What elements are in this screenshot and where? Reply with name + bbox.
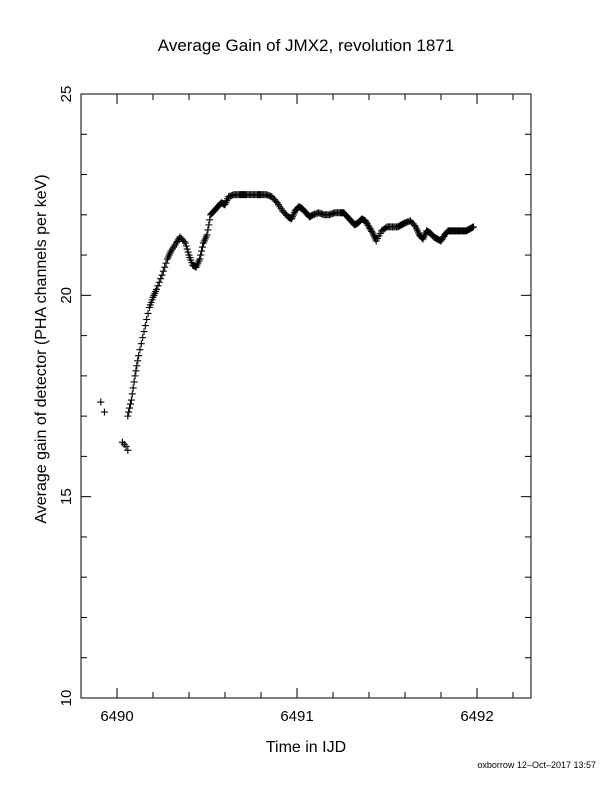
data-point bbox=[198, 247, 206, 255]
data-point bbox=[159, 267, 167, 275]
data-point bbox=[124, 412, 132, 420]
data-point bbox=[157, 275, 165, 283]
y-tick-label: 15 bbox=[58, 488, 75, 505]
data-point bbox=[204, 226, 212, 234]
data-points bbox=[97, 191, 477, 454]
data-point bbox=[180, 237, 188, 245]
data-point bbox=[203, 231, 211, 239]
data-point bbox=[130, 378, 138, 386]
data-point bbox=[206, 216, 214, 224]
data-point bbox=[469, 223, 477, 231]
data-point bbox=[182, 242, 190, 250]
data-point bbox=[184, 248, 192, 256]
data-point bbox=[143, 315, 151, 323]
data-point bbox=[133, 362, 141, 370]
data-point bbox=[161, 263, 169, 271]
data-point bbox=[135, 352, 143, 360]
data-point bbox=[155, 278, 163, 286]
plot-frame bbox=[80, 93, 532, 699]
data-point bbox=[197, 251, 205, 259]
data-point bbox=[154, 282, 162, 290]
x-tick-label: 6490 bbox=[100, 708, 133, 725]
data-point bbox=[100, 408, 108, 416]
tick-labels: 6490 6491 6492 10 15 20 25 bbox=[58, 86, 494, 725]
data-point bbox=[205, 221, 213, 229]
data-point bbox=[139, 334, 147, 342]
data-point bbox=[124, 446, 132, 454]
data-point bbox=[127, 396, 135, 404]
data-point bbox=[141, 322, 149, 330]
data-point bbox=[196, 255, 204, 263]
data-point bbox=[127, 400, 134, 408]
data-point bbox=[410, 221, 418, 229]
data-point bbox=[153, 285, 161, 293]
data-point bbox=[137, 340, 145, 348]
x-tick-label: 6491 bbox=[280, 708, 313, 725]
data-point bbox=[97, 398, 105, 406]
data-point bbox=[181, 239, 189, 247]
data-point bbox=[158, 271, 166, 279]
x-tick-label: 6492 bbox=[460, 708, 493, 725]
data-point bbox=[131, 372, 139, 380]
data-point bbox=[132, 367, 140, 375]
data-point bbox=[368, 227, 376, 235]
y-tick-label: 20 bbox=[58, 287, 75, 304]
data-point bbox=[199, 243, 206, 251]
axis-ticks bbox=[80, 93, 531, 699]
data-point bbox=[128, 390, 136, 398]
chart-title: Average Gain of JMX2, revolution 1871 bbox=[157, 36, 455, 55]
data-point bbox=[140, 328, 148, 336]
y-tick-label: 10 bbox=[58, 690, 75, 707]
data-point bbox=[136, 346, 144, 354]
data-point bbox=[134, 357, 142, 365]
footer-stamp: oxborrow 12–Oct–2017 13:57 bbox=[477, 760, 596, 770]
data-point bbox=[122, 442, 130, 450]
data-point bbox=[272, 197, 280, 205]
data-point bbox=[129, 384, 137, 392]
data-point bbox=[126, 404, 134, 412]
x-axis-label: Time in IJD bbox=[265, 739, 347, 756]
data-point bbox=[125, 408, 133, 416]
data-point bbox=[144, 309, 152, 317]
data-point bbox=[162, 259, 170, 267]
y-tick-label: 25 bbox=[58, 86, 75, 103]
data-point bbox=[183, 245, 191, 253]
